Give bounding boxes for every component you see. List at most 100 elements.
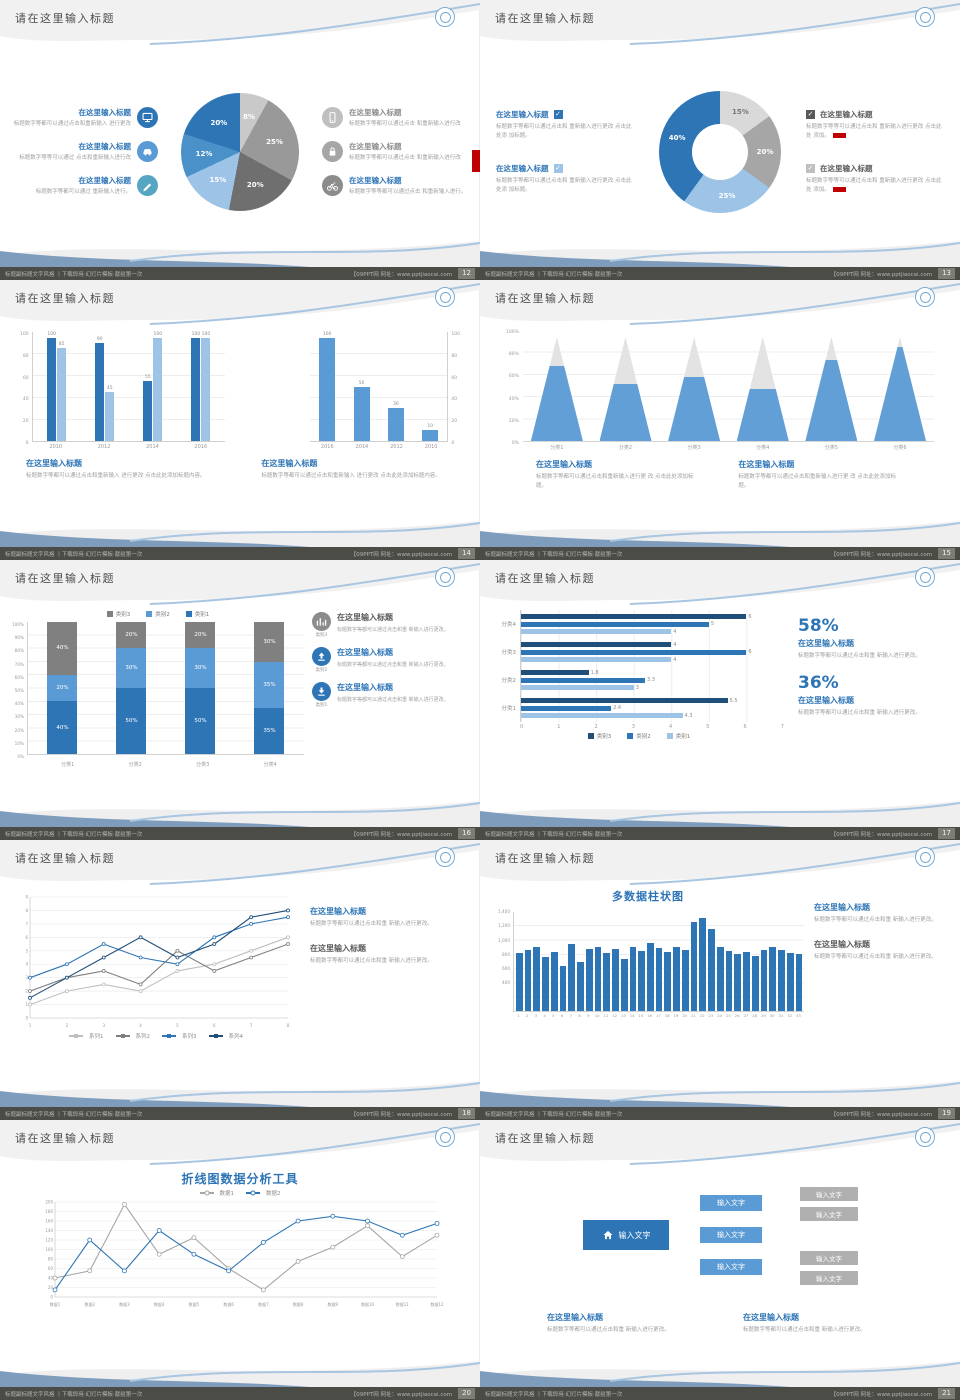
bar-chart-icon: [316, 618, 327, 626]
x-axis-tick: 6: [743, 724, 747, 730]
x-axis-label: 31: [778, 1013, 784, 1018]
icon-column: 类别2: [312, 647, 331, 673]
data-point: [28, 975, 32, 980]
legend-label: 类别1: [675, 734, 691, 740]
axis-tick-label: 180: [45, 1209, 53, 1214]
y-axis-tick: 0: [25, 440, 29, 446]
axis-tick-label: 数据5: [189, 1301, 200, 1307]
bar-wrap: 100: [319, 332, 336, 441]
bar-group: 55 100: [143, 332, 163, 441]
pyramid-shape: [530, 337, 583, 441]
x-axis-labels: 分类1 分类2 分类3 分类4: [34, 761, 304, 768]
callout-text: 在这里输入标题 标题数字等都可以通过 重新输入进行。: [12, 175, 131, 197]
data-point: [52, 1287, 58, 1293]
slide-footer: 标题副标题文字风格 丨下载即用·幻灯片模板·献给第一次 【09PPT网 网址：w…: [0, 1387, 480, 1400]
data-point: [212, 969, 217, 973]
bar: [319, 338, 336, 441]
slide-footer: 标题副标题文字风格 丨下载即用·幻灯片模板·献给第一次 【09PPT网 网址：w…: [480, 827, 960, 840]
page-number: 16: [458, 828, 475, 839]
diagram-mid-box[interactable]: 输入文字: [700, 1195, 762, 1211]
bar: [699, 918, 707, 1011]
axis-tick-label: 1: [29, 1023, 32, 1028]
y-axis-tick: 40: [22, 397, 29, 403]
column-chart-main: 1 2 3 4 5 6 7 8 9 10 11 12 13 14 15 16 17 18 19 20 21 22 23 24 2…: [513, 912, 804, 1018]
callout-column-left: 在这里输入标题 标题数字等都可以通过点击和重新输入 进行更改 在这里输入标题 标题数字…: [12, 107, 158, 196]
block-body: 标题数字等都可以通过点击和重 新输入进行更改。: [743, 1327, 866, 1333]
diagram-box-label: 输入文字: [816, 1211, 842, 1219]
data-point: [212, 942, 217, 946]
bar: [95, 342, 105, 441]
bar-line: 5.5: [521, 698, 784, 704]
logo: [915, 7, 935, 27]
x-axis-label: 分类4: [756, 445, 770, 451]
axis-tick-label: 数据3: [119, 1301, 130, 1307]
legend-label: 类别2: [155, 612, 170, 618]
x-axis-tick: 4: [669, 724, 673, 730]
legend-label: 系列1: [89, 1034, 104, 1040]
bar-value: 10: [427, 424, 434, 430]
axis-tick-label: 100: [45, 1247, 53, 1252]
text-column: 在这里输入标题 标题数字等都可以通过点击和重 新输入进行更改。 在这里输入标题 标题数…: [310, 892, 464, 1104]
highlight-marker: [832, 186, 846, 192]
y-axis-tick: 0: [451, 440, 455, 446]
y-axis-tick: 70%: [14, 661, 24, 667]
callout-text: 在这里输入标题 标题数字等都可以通过点击和重新输入 进行更改: [12, 107, 131, 129]
bar: [629, 947, 637, 1011]
data-point: [122, 1201, 127, 1207]
slide-content: 分类4 6 5 4 分类3 4 6 4 分类2 1.8 3.3 3 分类1 5.5 2.4 4.3 0 1 2 3 4 5…: [480, 604, 960, 824]
y-axis-tick: 60: [22, 375, 29, 381]
checkbox-row: ✓ 在这里输入标题: [806, 163, 944, 174]
bar: [521, 621, 709, 627]
data-point: [286, 915, 290, 920]
y-axis: 100% 80% 60% 40% 20% 0%: [506, 330, 519, 446]
axis-tick-label: 2: [25, 989, 28, 994]
diagram-leaf-box[interactable]: 输入文字: [800, 1207, 858, 1221]
diagram-leaf-box[interactable]: 输入文字: [800, 1271, 858, 1285]
x-axis-label: 5: [552, 1013, 555, 1018]
block-title: 在这里输入标题: [26, 459, 82, 468]
x-axis: 0 1 2 3 4 5 6 7: [520, 724, 784, 730]
diagram-mid-box[interactable]: 输入文字: [700, 1227, 762, 1243]
checkbox-icon: ✓: [553, 164, 563, 173]
legend-marker: [246, 1190, 260, 1196]
blue-wave: [629, 563, 960, 605]
page-number: 21: [938, 1388, 955, 1399]
data-point: [286, 935, 290, 940]
y-axis-tick: 40%: [14, 701, 24, 707]
bar: [201, 338, 211, 441]
line-chart: 0 20 40 60 80 100 120 140 160 180 200 数据1 数据2 数据3 数据4 数…: [45, 1200, 444, 1308]
footer-text-left: 标题副标题文字风格 丨下载即用·幻灯片模板·献给第一次: [485, 1111, 623, 1118]
stacked-segment: 50%: [116, 688, 147, 754]
diagram-leaf-box[interactable]: 输入文字: [800, 1251, 858, 1265]
bar-wrap: 90: [95, 332, 105, 441]
diagram-mid-box[interactable]: 输入文字: [700, 1259, 762, 1275]
text-block: 在这里输入标题 标题数字等都可以通过点击和重新输入 进行更改 点击此处添加标题内容…: [261, 458, 454, 481]
logo-mark: [919, 1131, 931, 1143]
x-axis-label: 2010: [49, 444, 63, 450]
slide-14: 请在这里输入标题 100 80 60 40 20 0 100 85 90 45 55 100 100 10…: [0, 279, 481, 561]
bar-line: 4: [521, 657, 784, 663]
stat-block: 36% 在这里输入标题 标题数字等都可以通过点击和重 新输入进行更改。: [798, 673, 946, 718]
x-axis-label: 2014: [146, 444, 159, 450]
bar: [664, 952, 672, 1011]
slide-footer: 标题副标题文字风格 丨下载即用·幻灯片模板·献给第一次 【09PPT网 网址：w…: [480, 1387, 960, 1400]
x-axis-label: 13: [620, 1013, 626, 1018]
pyramid-shape: [805, 337, 858, 441]
segment-value: 20%: [56, 685, 69, 691]
callout-title: 在这里输入标题: [349, 142, 402, 152]
slide-title: 请在这里输入标题: [15, 1132, 115, 1145]
block-body: 标题数字等都可以通过点击和重新输入进行更 改 点击此处添加标题。: [536, 474, 694, 490]
bar-value: 55: [144, 375, 151, 381]
stat-value: 36%: [798, 673, 839, 694]
slide-title: 请在这里输入标题: [495, 572, 595, 585]
diagram-root-box[interactable]: 输入文字: [583, 1220, 669, 1250]
segment-value: 40%: [56, 645, 69, 652]
y-axis-tick: 80: [451, 353, 458, 359]
x-axis-label: 32: [787, 1013, 793, 1018]
diagram-leaf-box[interactable]: 输入文字: [800, 1187, 858, 1201]
x-axis-label: 分类3: [687, 445, 701, 451]
block-title: 在这里输入标题: [547, 1313, 603, 1322]
x-axis-label: 8: [578, 1013, 581, 1018]
x-axis-label: 11: [603, 1013, 609, 1018]
y-axis-tick: 50%: [14, 687, 24, 693]
